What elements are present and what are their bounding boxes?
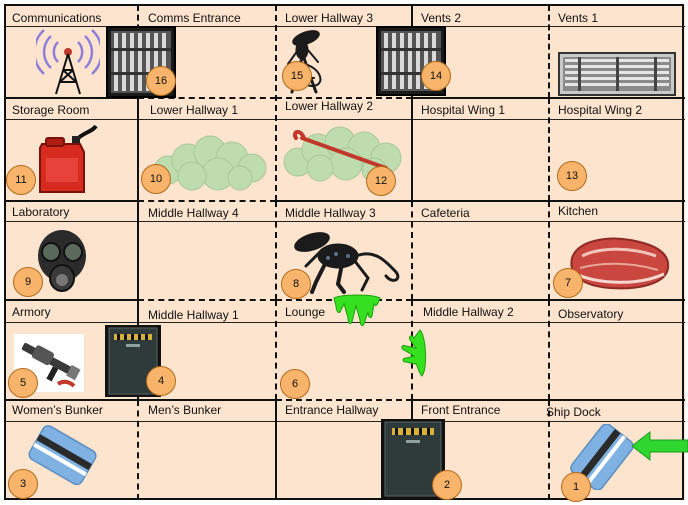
room-label-vents-2: Vents 2 (421, 11, 462, 25)
room-label-ship-dock: Ship Dock (546, 405, 601, 419)
xenomorph-alien-icon (294, 232, 400, 294)
room-label-hospital-wing-1: Hospital Wing 1 (421, 103, 506, 117)
doorway (548, 300, 550, 400)
room-label-observatory: Observatory (558, 307, 624, 321)
flamethrower-icon (14, 334, 84, 392)
label-divider (5, 421, 685, 422)
vent-grate-icon[interactable] (558, 52, 676, 96)
location-marker-2[interactable]: 2 (432, 470, 462, 500)
room-label-armory: Armory (12, 305, 51, 319)
gas-mask-icon (38, 230, 86, 292)
room-label-comms-entrance: Comms Entrance (148, 11, 241, 25)
doorway (138, 97, 276, 99)
doorway (411, 201, 413, 300)
room-label-kitchen: Kitchen (558, 204, 599, 218)
acid-slime-icon (333, 294, 381, 327)
doorway (276, 97, 412, 99)
room-cafeteria[interactable] (412, 201, 549, 300)
location-marker-4[interactable]: 4 (146, 366, 176, 396)
room-label-womens-bunker: Women’s Bunker (12, 403, 103, 417)
keycard-icon[interactable] (562, 424, 642, 490)
label-divider (5, 221, 685, 222)
doorway (548, 201, 550, 300)
wall (411, 98, 413, 201)
doorway (137, 400, 139, 500)
doorway (275, 201, 277, 300)
room-label-storage-room: Storage Room (12, 103, 90, 117)
doorway (548, 98, 550, 201)
room-middle-hallway-2[interactable] (412, 300, 549, 400)
room-label-vents-1: Vents 1 (558, 11, 599, 25)
location-marker-8[interactable]: 8 (281, 269, 311, 299)
room-label-middle-hallway-1: Middle Hallway 1 (148, 308, 239, 322)
room-label-mens-bunker: Men’s Bunker (148, 403, 222, 417)
location-marker-5[interactable]: 5 (8, 368, 38, 398)
location-marker-10[interactable]: 10 (141, 164, 171, 194)
doorway (276, 399, 412, 401)
room-label-front-entrance: Front Entrance (421, 403, 501, 417)
location-marker-7[interactable]: 7 (553, 268, 583, 298)
location-marker-1[interactable]: 1 (561, 472, 591, 502)
location-marker-13[interactable]: 13 (557, 161, 587, 191)
board-border (4, 4, 684, 500)
wall (137, 201, 139, 300)
room-label-cafeteria: Cafeteria (421, 206, 470, 220)
room-hospital-wing-1[interactable] (412, 98, 549, 201)
doorway (138, 299, 276, 301)
wall (5, 200, 138, 202)
room-label-lower-hallway-3: Lower Hallway 3 (285, 11, 374, 25)
wall (137, 98, 139, 201)
location-marker-14[interactable]: 14 (421, 61, 451, 91)
wall (5, 299, 138, 301)
raw-meat-icon (570, 237, 670, 290)
wall (276, 200, 412, 202)
room-label-laboratory: Laboratory (12, 205, 70, 219)
location-marker-15[interactable]: 15 (282, 61, 312, 91)
room-label-hospital-wing-2: Hospital Wing 2 (558, 103, 643, 117)
room-label-entrance-hallway: Entrance Hallway (285, 403, 379, 417)
location-marker-9[interactable]: 9 (13, 267, 43, 297)
crowbar-icon (293, 130, 388, 170)
doorway (275, 300, 277, 400)
room-label-middle-hallway-4: Middle Hallway 4 (148, 206, 239, 220)
location-marker-11[interactable]: 11 (6, 165, 36, 195)
label-divider (5, 26, 685, 27)
acid-slime-icon (401, 329, 427, 377)
room-mens-bunker[interactable] (138, 400, 276, 500)
room-middle-hallway-4[interactable] (138, 201, 276, 300)
fuel-can-icon (39, 124, 98, 193)
location-marker-16[interactable]: 16 (146, 66, 176, 96)
room-label-lower-hallway-2: Lower Hallway 2 (285, 99, 374, 113)
doorway (138, 200, 276, 202)
room-observatory[interactable] (549, 300, 685, 400)
doorway (548, 5, 550, 98)
location-marker-3[interactable]: 3 (8, 469, 38, 499)
room-label-middle-hallway-2: Middle Hallway 2 (423, 305, 514, 319)
keycard-icon[interactable] (22, 424, 102, 488)
label-divider (5, 322, 685, 323)
room-label-middle-hallway-3: Middle Hallway 3 (285, 206, 376, 220)
location-marker-12[interactable]: 12 (366, 166, 396, 196)
room-label-lounge: Lounge (285, 305, 326, 319)
toxic-gas-cloud-icon (153, 135, 267, 191)
wall (5, 399, 276, 401)
wall (275, 400, 277, 500)
radio-antenna-icon (36, 29, 100, 95)
wall (5, 97, 138, 99)
wall (549, 97, 685, 99)
doorway (548, 400, 550, 500)
wall (412, 97, 549, 99)
room-label-communications: Communications (12, 11, 102, 25)
room-label-lower-hallway-1: Lower Hallway 1 (150, 103, 239, 117)
label-divider (5, 119, 685, 120)
entry-arrow-icon (631, 430, 688, 462)
location-marker-6[interactable]: 6 (280, 369, 310, 399)
doorway (275, 5, 277, 201)
